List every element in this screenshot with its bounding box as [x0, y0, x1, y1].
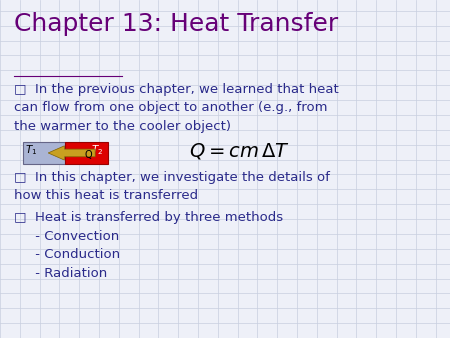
FancyArrow shape [48, 146, 95, 160]
Text: □  In this chapter, we investigate the details of: □ In this chapter, we investigate the de… [14, 171, 329, 184]
Text: - Convection: - Convection [14, 230, 119, 243]
Text: $T_1$: $T_1$ [25, 143, 37, 157]
Text: Chapter 13: Heat Transfer: Chapter 13: Heat Transfer [14, 12, 338, 36]
Bar [65, 142, 108, 164]
Text: can flow from one object to another (e.g., from: can flow from one object to another (e.g… [14, 101, 327, 114]
Text: the warmer to the cooler object): the warmer to the cooler object) [14, 120, 230, 133]
Text: Q: Q [85, 150, 93, 160]
Text: □  Heat is transferred by three methods: □ Heat is transferred by three methods [14, 211, 283, 224]
Text: how this heat is transferred: how this heat is transferred [14, 189, 198, 202]
Text: - Conduction: - Conduction [14, 248, 120, 261]
Text: $Q = cm\,\Delta T$: $Q = cm\,\Delta T$ [189, 141, 290, 161]
Bar [22, 142, 65, 164]
Text: - Radiation: - Radiation [14, 267, 107, 280]
Text: □  In the previous chapter, we learned that heat: □ In the previous chapter, we learned th… [14, 83, 338, 96]
Text: $T_2$: $T_2$ [91, 143, 104, 157]
